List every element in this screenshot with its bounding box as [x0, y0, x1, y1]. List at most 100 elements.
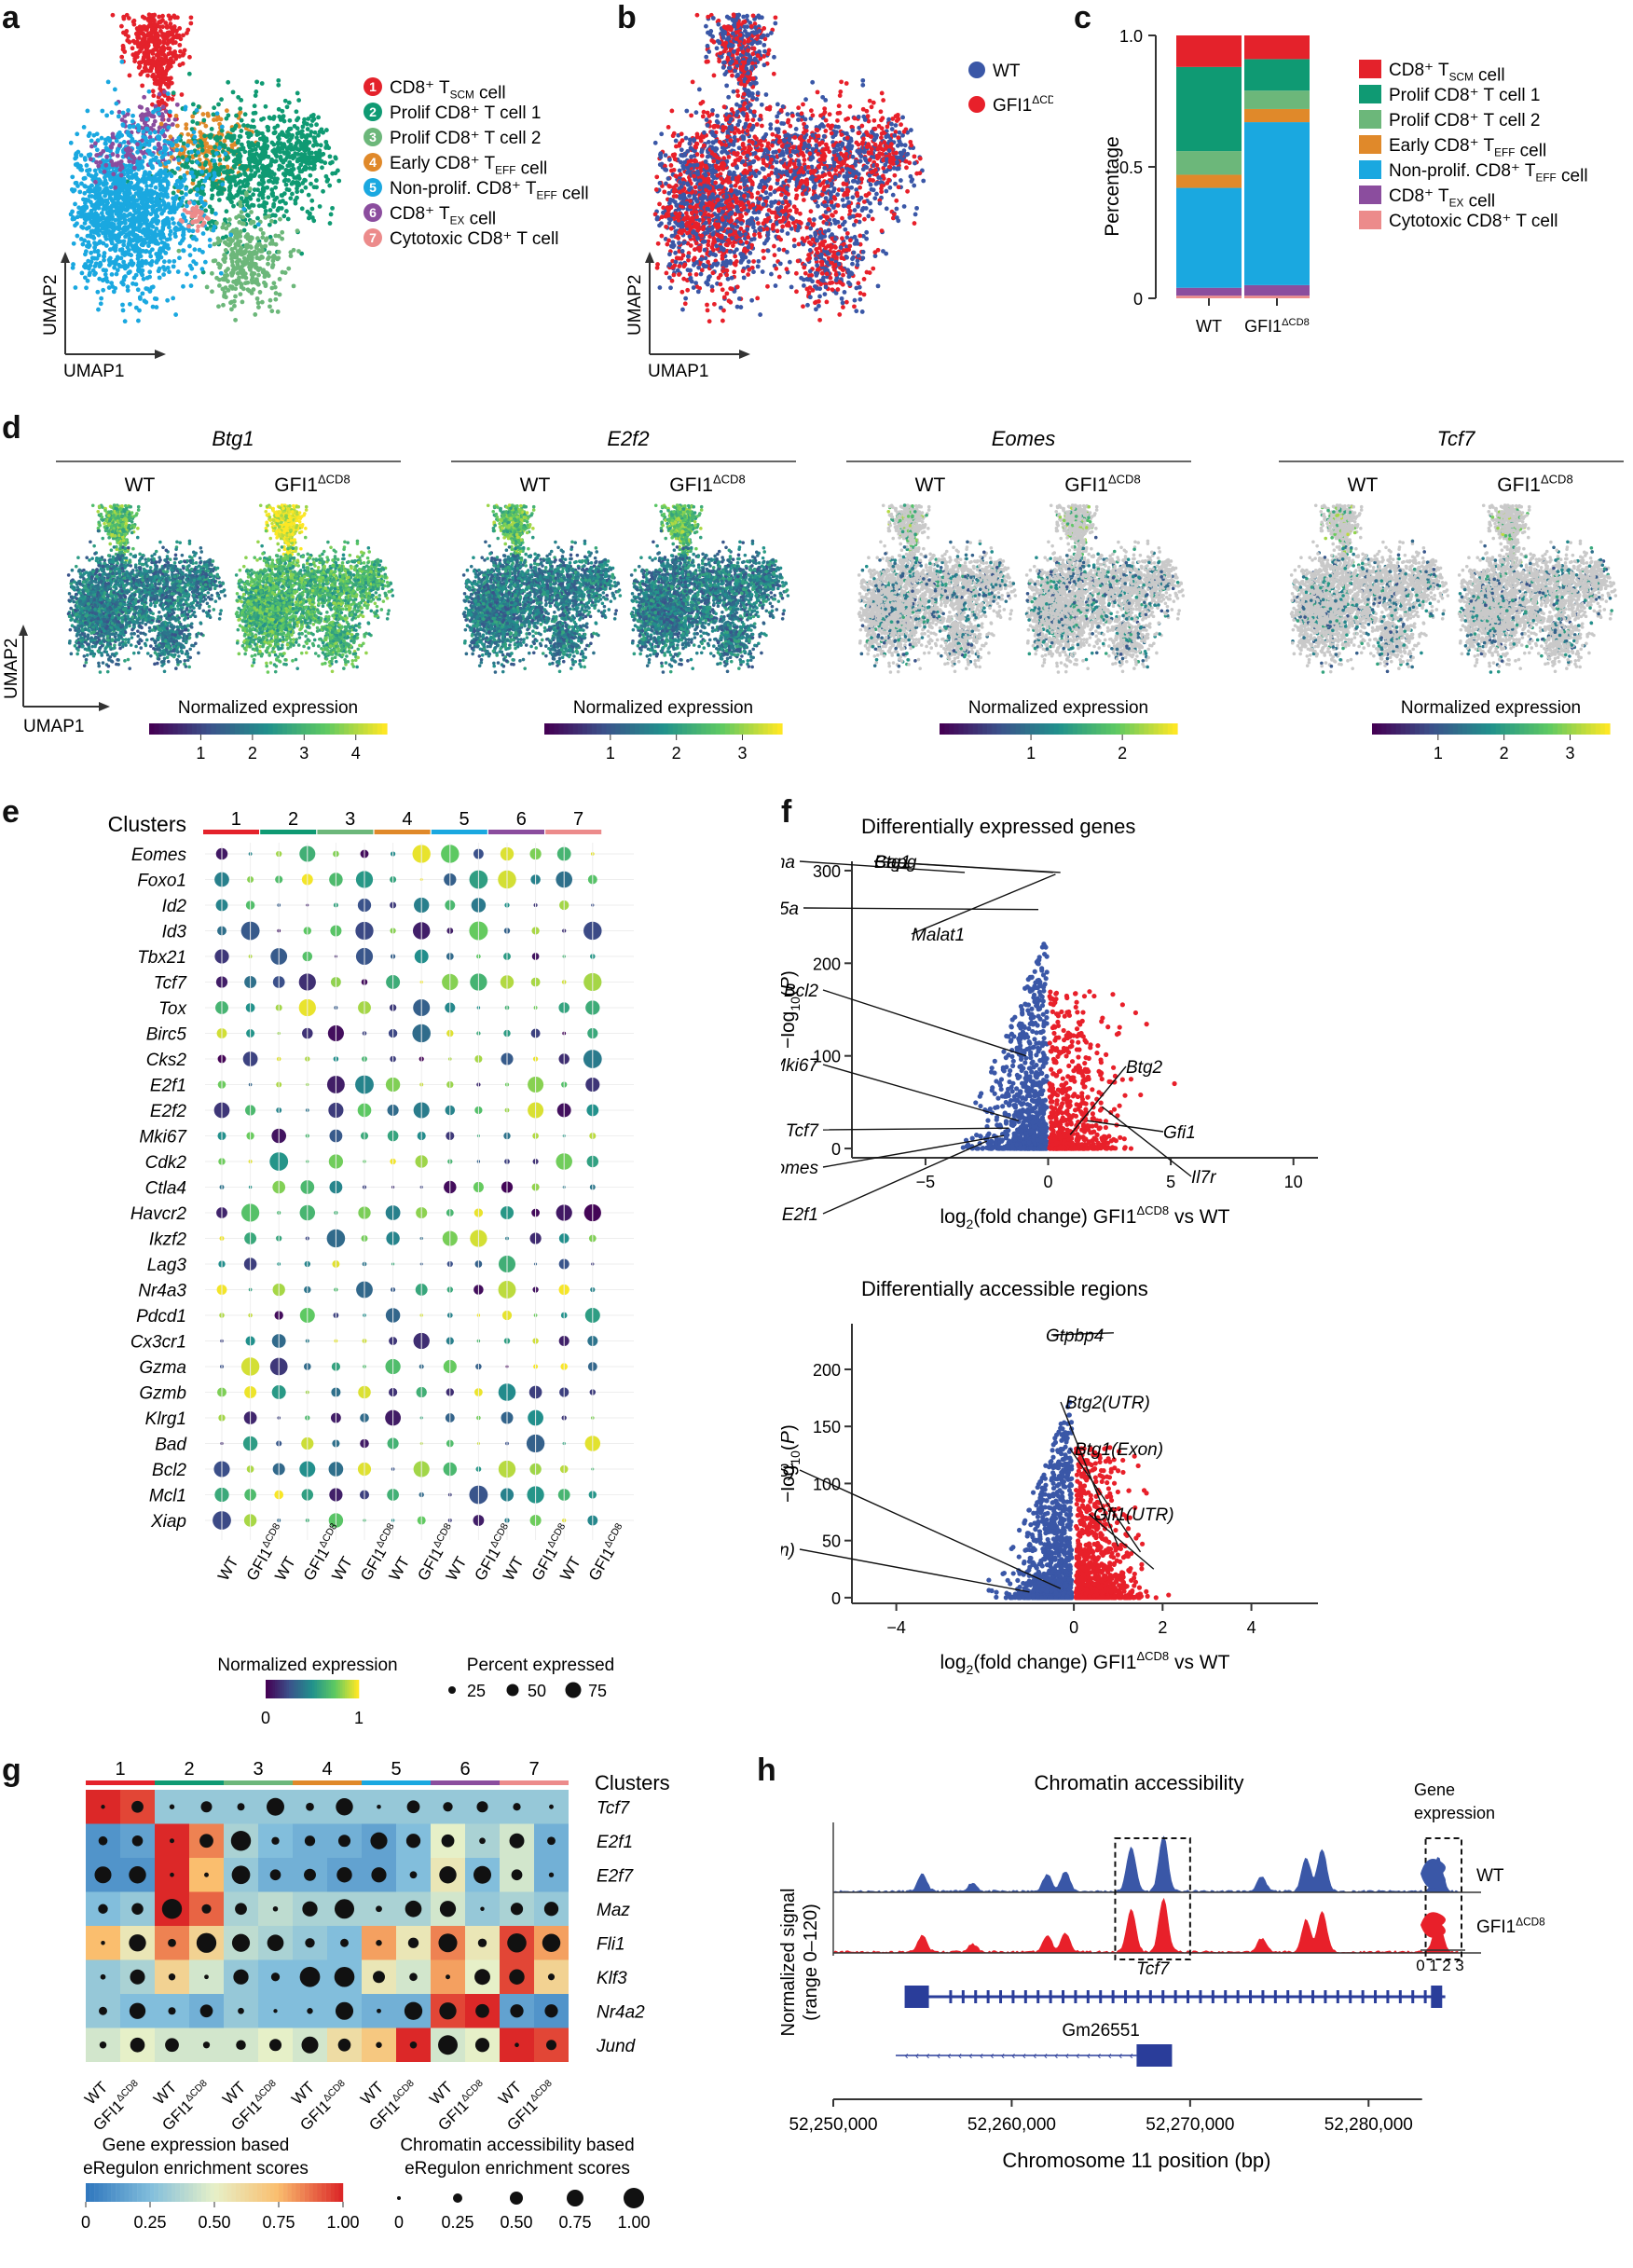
- umap-cell-point: [162, 267, 168, 272]
- umap-cell-point: [226, 79, 231, 85]
- umap-cell-point: [102, 257, 106, 263]
- umap-cell-point: [159, 186, 165, 192]
- umap-cell-point: [104, 154, 110, 159]
- umap-genotype-point: [816, 203, 820, 209]
- umap-cell-point: [305, 127, 310, 131]
- umap-cell-point: [295, 152, 301, 157]
- umap-cell-point: [270, 241, 276, 246]
- umap-genotype-point: [871, 100, 876, 105]
- umap-cell-point: [74, 151, 79, 157]
- umap-cell-point: [283, 182, 289, 187]
- umap-genotype-point: [765, 33, 770, 38]
- umap-genotype-point: [884, 169, 889, 174]
- umap-cell-point: [109, 241, 115, 246]
- umap-cell-point: [238, 165, 243, 171]
- umap-cell-point: [192, 235, 197, 240]
- umap-genotype-point: [709, 112, 715, 117]
- umap-cell-point: [277, 276, 282, 282]
- umap-cell-point: [174, 179, 180, 184]
- umap-genotype-point: [805, 164, 811, 170]
- umap-genotype-point: [735, 93, 741, 99]
- umap-cell-point: [275, 176, 280, 182]
- umap-cell-point: [162, 89, 167, 95]
- umap-cell-point: [156, 268, 161, 274]
- umap-cell-point: [223, 295, 228, 300]
- umap-cell-point: [220, 235, 226, 241]
- umap-cell-point: [109, 210, 115, 214]
- umap-cell-point: [197, 209, 202, 213]
- umap-cell-point: [214, 275, 220, 281]
- umap-cell-point: [165, 65, 171, 71]
- umap-cell-point: [238, 292, 243, 296]
- umap-cell-point: [259, 151, 265, 157]
- umap-genotype-point: [902, 143, 908, 148]
- umap-cell-point: [89, 211, 94, 216]
- umap-cell-point: [201, 117, 207, 123]
- umap-cell-point: [130, 262, 135, 268]
- umap-cell-point: [327, 183, 333, 188]
- umap-cell-point: [267, 222, 272, 227]
- umap-cell-point: [304, 144, 309, 149]
- umap-genotype-point: [894, 215, 899, 220]
- umap-cell-point: [223, 277, 228, 282]
- umap-genotype-point: [854, 187, 859, 192]
- umap-genotype-point: [854, 140, 859, 145]
- umap-cell-point: [136, 35, 142, 40]
- umap-cell-point: [126, 231, 131, 237]
- umap-genotype-point: [721, 24, 727, 30]
- umap-cell-point: [299, 134, 305, 140]
- umap-cell-point: [254, 132, 260, 137]
- umap-cell-point: [170, 96, 175, 102]
- umap-genotype-point: [742, 83, 748, 88]
- umap-cell-point: [159, 66, 165, 71]
- umap-cell-point: [224, 226, 229, 231]
- umap-cell-point: [172, 40, 178, 45]
- umap-genotype-point: [718, 50, 723, 56]
- umap-genotype-point: [818, 113, 823, 118]
- umap-cell-point: [245, 232, 250, 237]
- umap-cell-point: [273, 158, 279, 164]
- umap-cell-point: [252, 261, 257, 267]
- umap-cell-point: [266, 195, 271, 200]
- umap-cell-point: [247, 195, 253, 199]
- umap-genotype-point: [797, 144, 802, 150]
- umap-cell-point: [146, 172, 151, 178]
- umap-genotype-point: [742, 19, 748, 24]
- umap-cell-point: [154, 52, 159, 58]
- umap-cell-point: [157, 111, 161, 117]
- umap-cell-point: [240, 199, 246, 204]
- umap-cell-point: [233, 158, 239, 162]
- umap-genotype-point: [890, 192, 896, 198]
- umap-cell-point: [213, 151, 219, 157]
- umap-genotype-point: [775, 181, 780, 186]
- umap-genotype-point: [870, 216, 875, 222]
- umap-cell-point: [154, 227, 159, 231]
- umap-cell-point: [109, 110, 115, 116]
- umap-cell-point: [84, 204, 89, 210]
- umap-cell-point: [164, 146, 169, 152]
- umap-cell-point: [256, 181, 262, 186]
- umap-genotype-point: [815, 89, 820, 95]
- umap-genotype-point: [823, 146, 829, 152]
- umap-cell-point: [317, 204, 322, 209]
- umap-cell-point: [182, 48, 187, 53]
- umap-genotype-point: [753, 25, 758, 30]
- umap-genotype-point: [746, 71, 751, 76]
- umap-cell-point: [142, 15, 147, 21]
- umap-cell-point: [256, 268, 261, 273]
- umap-cell-point: [94, 224, 100, 229]
- umap-genotype-point: [827, 171, 831, 176]
- umap-cell-point: [254, 89, 259, 94]
- umap-cell-point: [141, 134, 146, 140]
- umap-cell-point: [145, 31, 151, 36]
- umap-cell-point: [97, 228, 103, 233]
- umap-cell-point: [149, 60, 155, 65]
- umap-cell-point: [310, 166, 316, 172]
- umap-cell-point: [282, 158, 288, 162]
- umap-cell-point: [171, 90, 176, 96]
- umap-cell-point: [253, 312, 258, 317]
- umap-cell-point: [107, 247, 113, 253]
- umap-cell-point: [225, 164, 230, 170]
- umap-cell-point: [262, 199, 268, 205]
- umap-cell-point: [207, 243, 213, 249]
